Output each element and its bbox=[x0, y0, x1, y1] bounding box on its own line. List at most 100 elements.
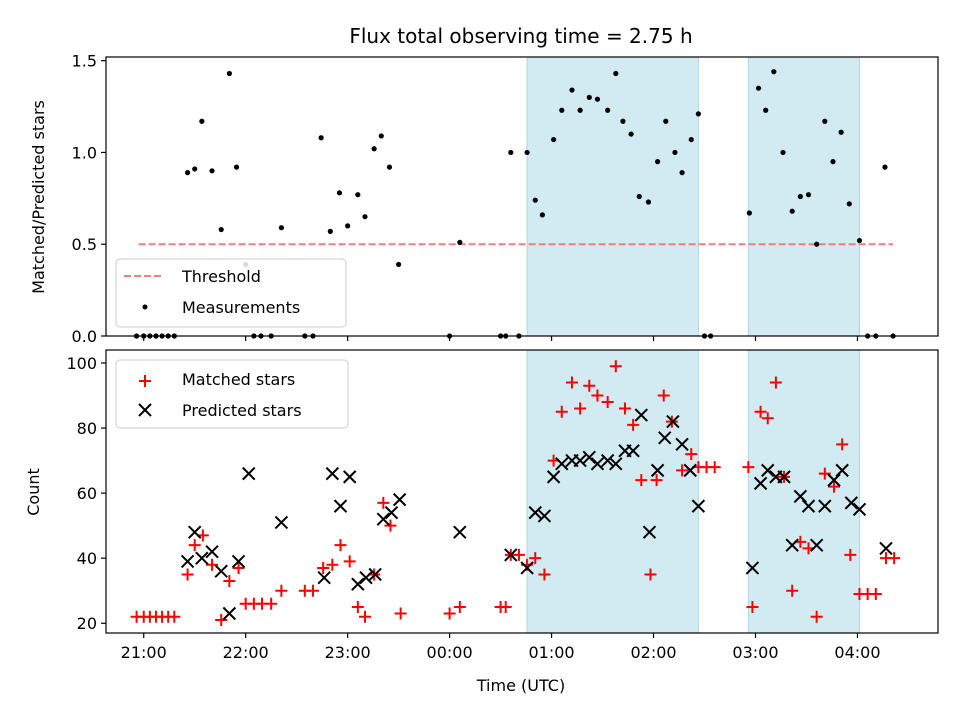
matched-star-marker bbox=[232, 561, 245, 574]
measurement-point bbox=[457, 239, 463, 245]
matched-star-marker bbox=[512, 548, 525, 561]
legend-measurements-label: Measurements bbox=[182, 298, 300, 317]
matched-star-marker bbox=[836, 438, 849, 451]
matched-star-marker bbox=[685, 448, 698, 461]
predicted-star-marker bbox=[180, 554, 195, 569]
measurement-point bbox=[780, 149, 786, 156]
top-y-axis: 0.0 0.5 1.0 1.5 bbox=[72, 52, 106, 346]
measurement-point bbox=[336, 190, 343, 196]
measurement-point bbox=[771, 69, 777, 75]
matched-star-marker bbox=[609, 360, 622, 373]
x-tick-label: 02:00 bbox=[630, 643, 676, 662]
matched-star-marker bbox=[538, 568, 551, 581]
predicted-star-marker bbox=[666, 414, 680, 429]
matched-star-marker bbox=[453, 600, 466, 613]
measurement-point bbox=[396, 261, 402, 268]
measurement-point bbox=[209, 168, 215, 174]
legend-matched-label: Matched stars bbox=[182, 370, 295, 389]
predicted-star-marker bbox=[231, 554, 246, 569]
y-tick-label: 100 bbox=[66, 354, 97, 373]
legend-measurements-swatch bbox=[142, 304, 148, 310]
y-tick-label: 60 bbox=[77, 484, 97, 503]
measurement-point bbox=[192, 166, 198, 172]
measurement-point bbox=[577, 107, 583, 113]
predicted-star-marker bbox=[187, 525, 202, 539]
predicted-star-marker bbox=[368, 567, 382, 582]
bottom-legend: Matched stars Predicted stars bbox=[115, 359, 349, 429]
top-legend-box bbox=[115, 258, 347, 328]
measurement-point bbox=[233, 164, 240, 170]
predicted-star-marker bbox=[573, 453, 587, 468]
predicted-star-marker bbox=[745, 561, 760, 575]
matched-star-marker bbox=[188, 539, 201, 552]
measurement-point bbox=[508, 149, 514, 156]
predicted-star-marker bbox=[453, 525, 467, 539]
predicted-star-marker bbox=[809, 538, 824, 552]
top-legend: Threshold Measurements bbox=[115, 258, 347, 328]
measurement-point bbox=[763, 107, 769, 113]
x-tick-label: 04:00 bbox=[834, 643, 880, 662]
predicted-star-marker bbox=[827, 473, 841, 487]
measurement-point bbox=[645, 199, 652, 205]
legend-matched-swatch bbox=[139, 375, 151, 387]
matched-star-marker bbox=[676, 464, 689, 477]
x-tick-label: 23:00 bbox=[325, 643, 371, 662]
measurement-point bbox=[822, 118, 828, 124]
matched-star-marker bbox=[644, 568, 657, 581]
matched-star-marker bbox=[394, 607, 407, 620]
y-tick-label: 40 bbox=[77, 549, 97, 568]
measurement-point bbox=[371, 146, 377, 152]
matched-star-marker bbox=[351, 600, 364, 613]
bottom-legend-box bbox=[115, 359, 349, 429]
predicted-star-marker bbox=[214, 564, 228, 578]
measurement-point bbox=[755, 85, 762, 91]
matched-star-marker bbox=[499, 600, 512, 613]
predicted-star-marker bbox=[801, 499, 816, 513]
predicted-star-marker bbox=[683, 463, 697, 478]
measurement-point bbox=[586, 94, 592, 100]
matched-star-marker bbox=[306, 584, 319, 597]
matched-star-marker bbox=[529, 552, 542, 565]
predicted-star-marker bbox=[761, 463, 775, 478]
predicted-star-marker bbox=[325, 466, 340, 481]
matched-star-marker bbox=[657, 389, 670, 402]
observing-windows-top bbox=[526, 56, 860, 337]
predicted-star-marker bbox=[634, 408, 649, 422]
measurement-point bbox=[605, 107, 611, 113]
x-tick-label: 03:00 bbox=[732, 643, 778, 662]
measurement-point bbox=[846, 201, 852, 207]
matched-star-marker bbox=[601, 396, 614, 409]
measurement-point bbox=[688, 136, 694, 143]
matched-star-marker bbox=[377, 496, 390, 509]
matched-star-marker bbox=[265, 597, 278, 610]
matched-star-marker bbox=[844, 548, 857, 561]
predicted-star-marker bbox=[222, 606, 237, 621]
predicted-star-marker bbox=[658, 431, 672, 445]
measurement-point bbox=[695, 111, 701, 117]
measurement-point bbox=[559, 107, 565, 113]
predicted-star-marker bbox=[274, 515, 289, 530]
measurement-point bbox=[378, 133, 384, 139]
observing-window bbox=[526, 56, 699, 337]
measurement-point bbox=[805, 192, 812, 198]
measurement-point bbox=[620, 118, 626, 124]
bottom-y-axis-label: Count bbox=[24, 468, 43, 516]
measurement-point bbox=[856, 237, 863, 244]
ratio-panel: 0.0 0.5 1.0 1.5 Matched/Predicted stars Thr… bbox=[29, 52, 939, 346]
measurement-point bbox=[636, 193, 642, 200]
matched-star-marker bbox=[317, 561, 330, 574]
predicted-star-marker bbox=[879, 541, 893, 556]
predicted-star-marker bbox=[590, 457, 605, 471]
predicted-star-marker bbox=[504, 548, 518, 562]
matched-star-marker bbox=[761, 412, 774, 425]
matched-star-marker bbox=[618, 402, 631, 415]
predicted-star-marker bbox=[342, 470, 357, 484]
predicted-star-marker bbox=[626, 444, 640, 458]
y-tick-label: 1.0 bbox=[72, 143, 97, 162]
measurement-point bbox=[327, 228, 333, 234]
measurement-point bbox=[830, 159, 836, 165]
measurement-point bbox=[746, 210, 752, 216]
legend-predicted-label: Predicted stars bbox=[182, 401, 302, 420]
measurement-point bbox=[386, 164, 393, 170]
predicted-star-marker bbox=[205, 544, 219, 559]
